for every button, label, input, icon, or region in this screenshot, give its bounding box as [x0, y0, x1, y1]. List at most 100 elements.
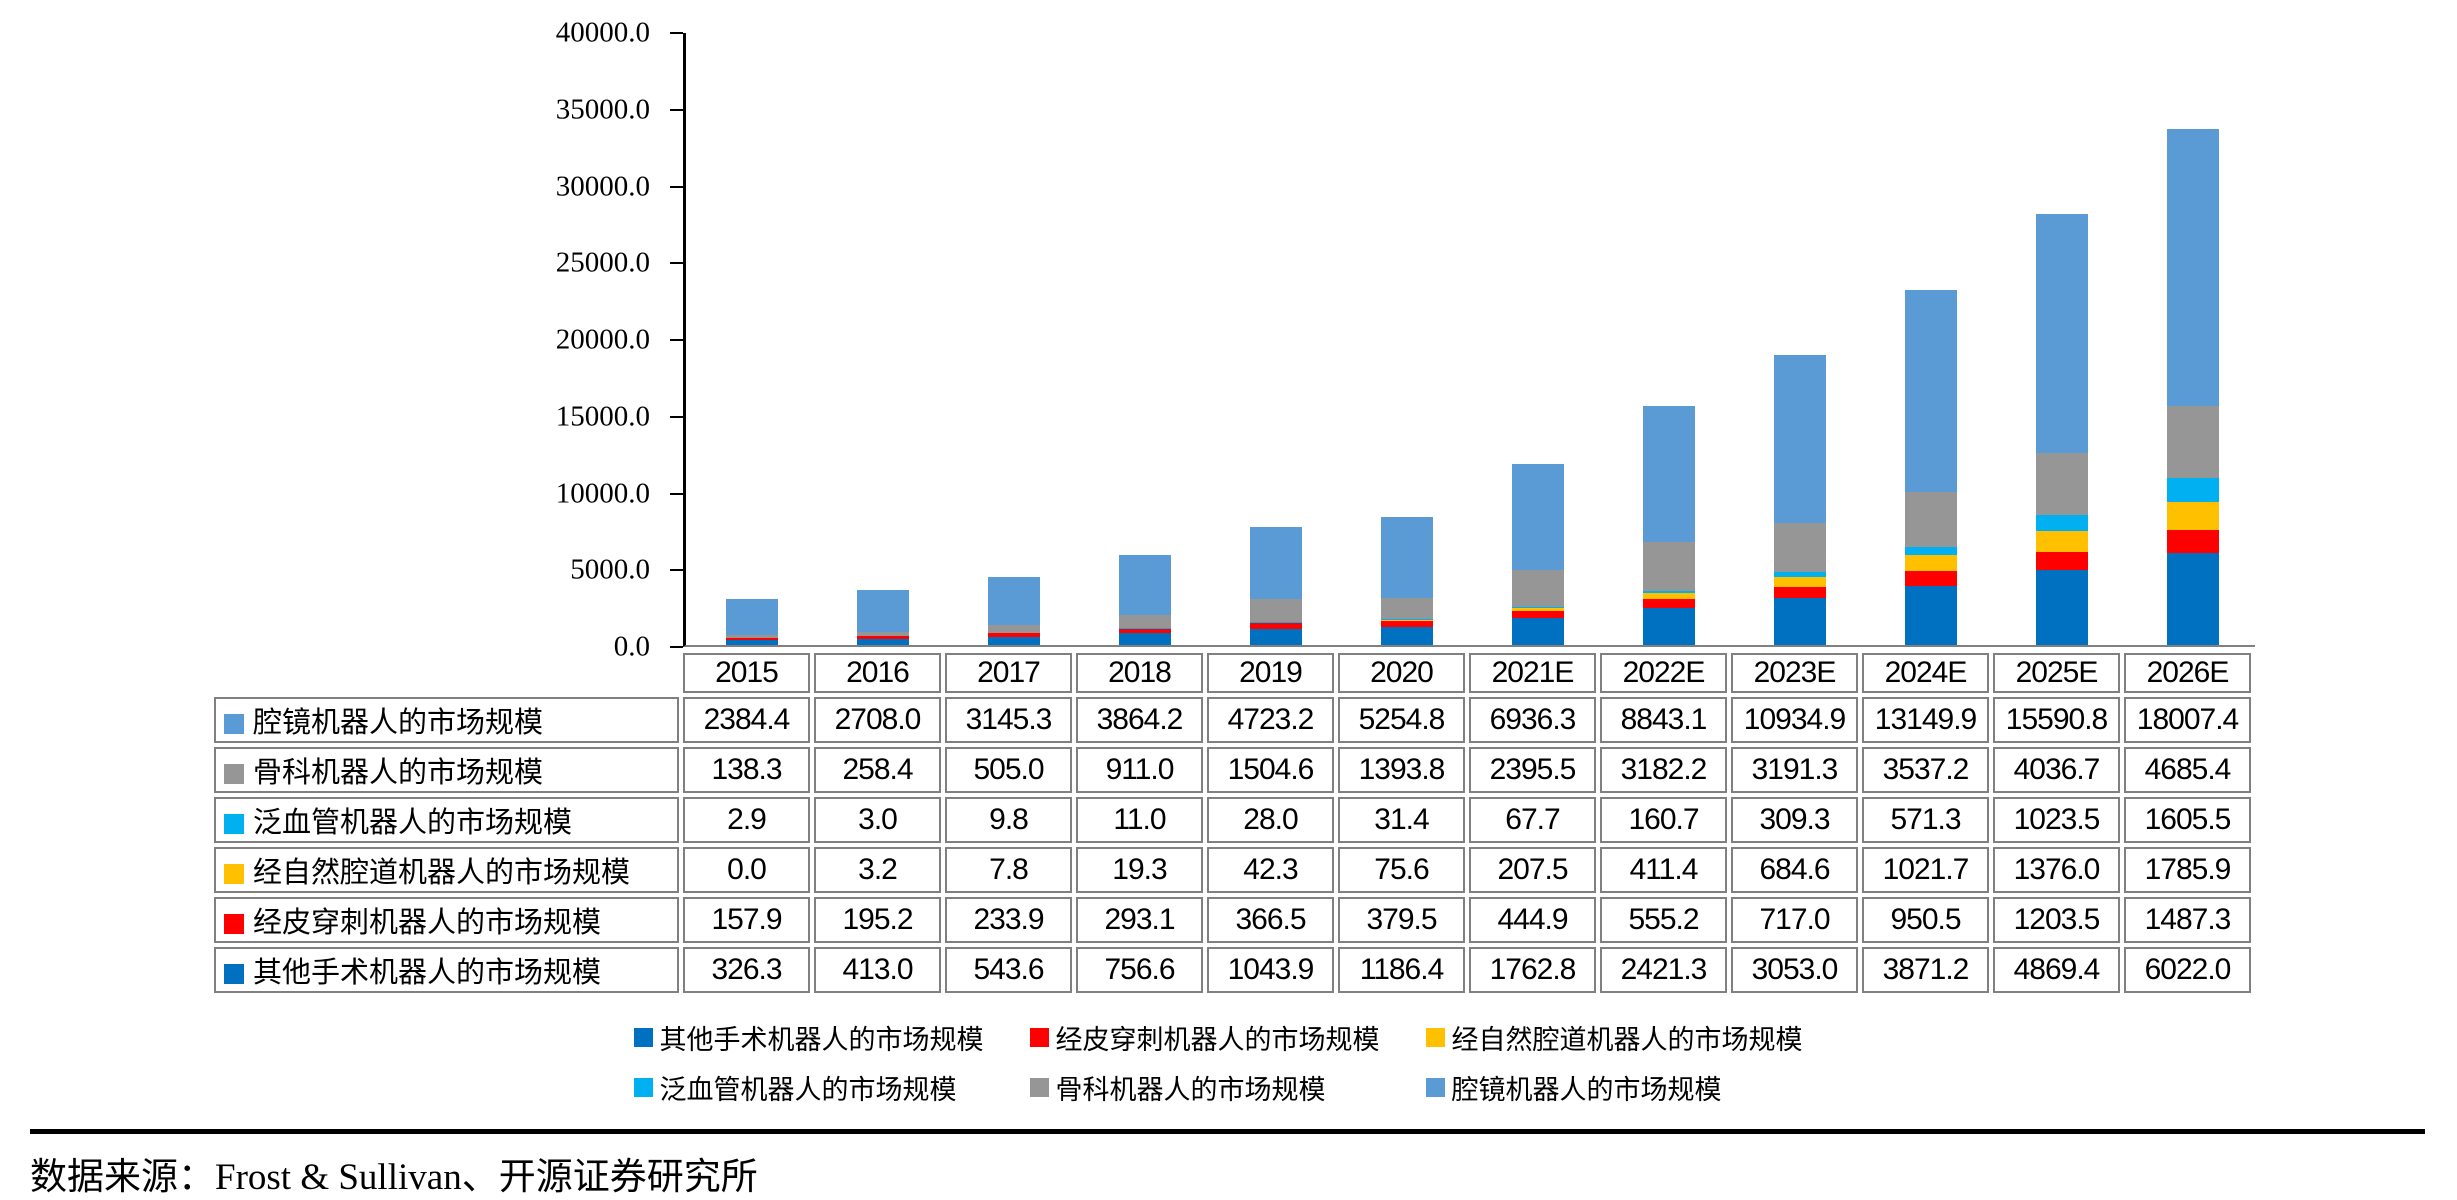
series-color-swatch: [224, 764, 244, 784]
bar-segment: [2035, 453, 2088, 515]
legend-label: 泛血管机器人的市场规模: [659, 1074, 957, 1105]
value-cell: 2421.3: [1600, 947, 1727, 993]
bar-segment: [2166, 502, 2219, 530]
bar-column-2018: [1079, 31, 1210, 645]
series-label-cell: 经皮穿刺机器人的市场规模: [214, 897, 679, 943]
legend-row: 泛血管机器人的市场规模 骨科机器人的市场规模 腔镜机器人的市场规模: [633, 1062, 1824, 1112]
y-tick-mark: [670, 646, 683, 648]
value-cell: 3864.2: [1076, 697, 1203, 743]
bar-segment: [2035, 213, 2088, 454]
value-cell: 1785.9: [2124, 847, 2251, 893]
value-cell: 195.2: [814, 897, 941, 943]
bar-segment: [1642, 599, 1695, 608]
value-cell: 911.0: [1076, 747, 1203, 793]
stacked-bar-2016: [856, 590, 909, 645]
table-row: 骨科机器人的市场规模 138.3 258.4 505.0 911.0 1504.6 1393…: [214, 747, 2251, 793]
data-source-line: 数据来源：Frost & Sullivan、开源证券研究所: [30, 1146, 758, 1200]
legend-color-swatch: [1425, 1077, 1445, 1097]
value-cell: 15590.8: [1993, 697, 2120, 743]
value-cell: 2708.0: [814, 697, 941, 743]
bar-segment: [856, 631, 909, 636]
series-color-swatch: [224, 814, 244, 834]
value-cell: 3182.2: [1600, 747, 1727, 793]
value-cell: 13149.9: [1862, 697, 1989, 743]
plot-area: [683, 33, 2255, 647]
value-cell: 67.7: [1469, 797, 1596, 843]
value-cell: 157.9: [683, 897, 810, 943]
value-cell: 1504.6: [1207, 747, 1334, 793]
bar-segment: [1118, 633, 1171, 645]
value-cell: 1186.4: [1338, 947, 1465, 993]
value-cell: 3.2: [814, 847, 941, 893]
stacked-bar-2021E: [1511, 463, 1564, 645]
bar-segment: [2166, 529, 2219, 553]
value-cell: 1203.5: [1993, 897, 2120, 943]
y-tick-mark: [670, 262, 683, 265]
bar-segment: [856, 638, 909, 645]
year-header-cell: 2025E: [1993, 653, 2120, 693]
bar-segment: [1904, 492, 1957, 547]
value-cell: 18007.4: [2124, 697, 2251, 743]
year-header-cell: 2023E: [1731, 653, 1858, 693]
stacked-bar-2015: [725, 598, 778, 645]
value-cell: 1043.9: [1207, 947, 1334, 993]
value-cell: 4723.2: [1207, 697, 1334, 743]
value-cell: 571.3: [1862, 797, 1989, 843]
value-cell: 293.1: [1076, 897, 1203, 943]
table-row: 经皮穿刺机器人的市场规模 157.9 195.2 233.9 293.1 366.5 379…: [214, 897, 2251, 943]
y-tick-mark: [670, 108, 683, 111]
legend-label: 经皮穿刺机器人的市场规模: [1055, 1024, 1380, 1055]
value-cell: 3.0: [814, 797, 941, 843]
series-color-swatch: [224, 864, 244, 884]
table-row: 腔镜机器人的市场规模 2384.4 2708.0 3145.3 3864.2 4723.2…: [214, 697, 2251, 743]
table-row: 其他手术机器人的市场规模 326.3 413.0 543.6 756.6 1043.9 11…: [214, 947, 2251, 993]
bar-segment: [1904, 555, 1957, 571]
value-cell: 28.0: [1207, 797, 1334, 843]
bar-segment: [1511, 611, 1564, 618]
y-tick-mark: [670, 415, 683, 418]
legend-color-swatch: [1029, 1027, 1049, 1047]
bar-segment: [856, 635, 909, 639]
series-color-swatch: [224, 914, 244, 934]
value-cell: 1393.8: [1338, 747, 1465, 793]
year-header-cell: 2024E: [1862, 653, 1989, 693]
bar-segment: [1642, 590, 1695, 594]
value-cell: 6022.0: [2124, 947, 2251, 993]
value-cell: 1487.3: [2124, 897, 2251, 943]
value-cell: 233.9: [945, 897, 1072, 943]
legend-color-swatch: [1425, 1027, 1445, 1047]
year-header-cell: 2017: [945, 653, 1072, 693]
value-cell: 8843.1: [1600, 697, 1727, 743]
series-label-cell: 骨科机器人的市场规模: [214, 747, 679, 793]
bar-segment: [987, 576, 1040, 626]
bar-segment: [1642, 593, 1695, 600]
y-tick-label: 10000.0: [555, 477, 650, 509]
value-cell: 3191.3: [1731, 747, 1858, 793]
series-label: 其他手术机器人的市场规模: [253, 957, 602, 989]
series-label: 腔镜机器人的市场规模: [253, 707, 544, 739]
stacked-bar-2023E: [1773, 355, 1826, 645]
year-header-cell: 2026E: [2124, 653, 2251, 693]
bar-segment: [1773, 355, 1826, 523]
y-tick-label: 20000.0: [555, 323, 650, 356]
y-tick-mark: [670, 339, 683, 341]
bar-segment: [987, 636, 1040, 645]
series-label: 经自然腔道机器人的市场规模: [253, 857, 631, 889]
stacked-bar-2020: [1380, 517, 1433, 645]
bar-segment: [1380, 597, 1433, 620]
bar-segment: [1380, 626, 1433, 645]
series-label: 泛血管机器人的市场规模: [253, 807, 573, 839]
legend-item: 经自然腔道机器人的市场规模: [1425, 1018, 1822, 1057]
bar-segment: [1904, 585, 1957, 645]
y-tick-label: 15000.0: [555, 400, 650, 433]
legend-label: 腔镜机器人的市场规模: [1451, 1074, 1722, 1105]
value-cell: 19.3: [1076, 847, 1203, 893]
value-cell: 717.0: [1731, 897, 1858, 943]
y-tick-label: 0.0: [613, 630, 650, 663]
value-cell: 138.3: [683, 747, 810, 793]
value-cell: 11.0: [1076, 797, 1203, 843]
series-label: 经皮穿刺机器人的市场规模: [253, 907, 602, 939]
legend-color-swatch: [1029, 1077, 1049, 1097]
bar-segment: [1773, 522, 1826, 572]
value-cell: 3871.2: [1862, 947, 1989, 993]
